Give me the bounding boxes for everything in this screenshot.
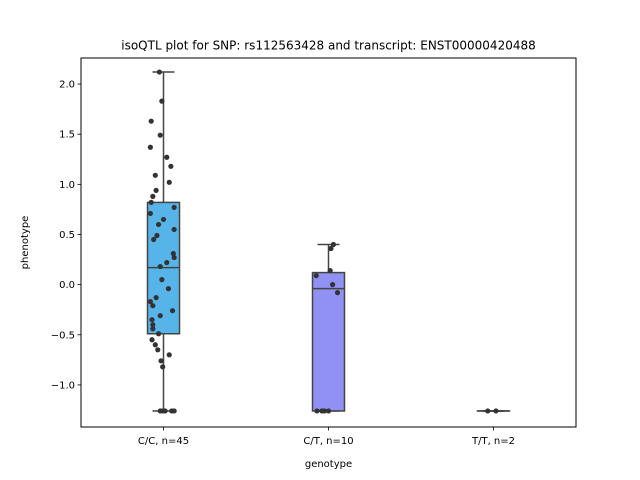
data-point — [327, 267, 333, 274]
data-point — [150, 303, 156, 309]
data-point — [148, 199, 154, 205]
data-point — [325, 408, 332, 414]
boxes-layer — [146, 71, 511, 412]
y-tick-label: −0.5 — [51, 330, 75, 341]
y-axis-label: phenotype — [20, 216, 31, 270]
data-point — [149, 337, 155, 343]
data-point — [171, 204, 177, 211]
data-point — [157, 132, 163, 138]
data-point — [330, 241, 337, 248]
data-point — [157, 313, 163, 319]
data-point — [330, 282, 336, 288]
data-point — [151, 236, 157, 243]
data-point — [485, 408, 491, 414]
data-point — [166, 179, 172, 185]
data-point — [170, 250, 176, 257]
data-point — [169, 308, 176, 314]
y-axis: −1.0 −0.5 0.0 0.5 1.0 1.5 2.0 — [51, 80, 81, 391]
data-point — [155, 347, 161, 353]
data-point — [314, 408, 320, 414]
y-tick-label: 1.5 — [59, 130, 75, 141]
data-point — [150, 322, 156, 328]
data-point — [171, 254, 177, 261]
data-point — [150, 193, 156, 199]
data-point — [334, 290, 341, 296]
data-point — [148, 118, 154, 124]
data-point — [155, 331, 162, 337]
data-point — [166, 352, 172, 358]
x-axis-label: genotype — [305, 459, 352, 470]
y-tick-label: 1.0 — [59, 180, 75, 191]
points-layer — [147, 69, 499, 414]
x-tick-label: T/T, n=2 — [471, 436, 515, 447]
data-point — [321, 408, 327, 414]
data-point — [147, 144, 153, 150]
data-point — [313, 272, 319, 279]
data-point — [153, 187, 159, 193]
data-point — [171, 226, 177, 233]
data-point — [171, 408, 177, 414]
data-point — [328, 245, 334, 252]
x-tick-label: C/T, n=10 — [303, 436, 353, 447]
data-point — [152, 172, 158, 178]
data-point — [154, 232, 160, 239]
data-point — [153, 295, 159, 301]
data-point — [152, 342, 158, 348]
data-point — [493, 408, 499, 414]
data-point — [160, 364, 166, 370]
data-point — [147, 299, 153, 305]
x-axis: C/C, n=45 C/T, n=10 T/T, n=2 — [138, 427, 515, 447]
x-tick-label: C/C, n=45 — [138, 436, 189, 447]
data-point — [165, 286, 172, 292]
data-point — [162, 408, 168, 414]
data-point — [160, 216, 167, 223]
data-point — [168, 163, 174, 169]
y-tick-label: −1.0 — [51, 380, 75, 391]
data-point — [147, 210, 153, 217]
data-point — [150, 326, 156, 332]
y-tick-label: 0.0 — [59, 280, 75, 291]
data-point — [164, 154, 170, 160]
y-tick-label: 2.0 — [59, 80, 75, 91]
data-point — [155, 221, 162, 228]
chart-title: isoQTL plot for SNP: rs112563428 and tra… — [121, 39, 536, 53]
data-point — [157, 263, 163, 270]
data-point — [149, 317, 155, 323]
data-point — [159, 98, 165, 104]
data-point — [158, 358, 164, 364]
y-tick-label: 0.5 — [59, 230, 75, 241]
data-point — [159, 277, 165, 283]
data-point — [164, 259, 170, 266]
data-point — [156, 69, 162, 75]
